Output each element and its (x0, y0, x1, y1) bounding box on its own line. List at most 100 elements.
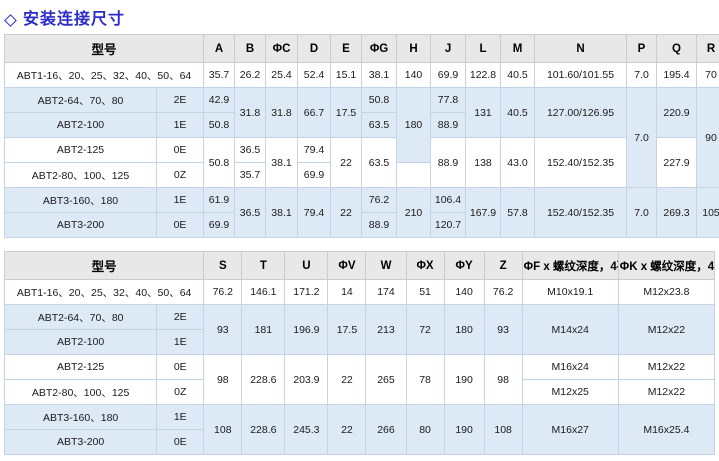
cell-phi-g: 76.2 (361, 187, 398, 213)
cell-phi-f-thread: M16x27 (521, 404, 619, 455)
cell-a: 42.9 (203, 87, 236, 113)
cell-phi-f-thread: M10x19.1 (521, 279, 619, 305)
cell-j: 77.8 (430, 87, 467, 113)
th-phi-f-thread: ΦF x 螺纹深度，4孔 (521, 251, 619, 280)
cell-phi-c: 31.8 (265, 87, 299, 138)
table-row: ABT2-64、70、80 2E 93 181 196.9 17.5 213 7… (3, 304, 716, 355)
cell-j: 106.4 (430, 187, 467, 213)
cell-n: 152.40/152.35 (534, 187, 628, 238)
table-row: ABT2-125 0E 50.8 36.5 38.1 79.4 22 63.5 … (4, 137, 719, 188)
page-title: 安装连接尺寸 (23, 11, 126, 28)
cell-m: 40.5 (500, 62, 536, 88)
diamond-icon (4, 13, 17, 27)
cell-model: ABT2-80、100、125 (4, 162, 157, 188)
th-q: Q (656, 34, 698, 63)
th-j: J (430, 34, 467, 63)
th-phi-y: ΦY (443, 251, 485, 280)
cell-code: 0Z (155, 162, 205, 188)
th-p: P (626, 34, 658, 63)
cell-phi-g: 63.5 (361, 137, 398, 188)
cell-phi-x: 78 (405, 354, 445, 405)
cell-model: ABT2-125 (3, 354, 158, 380)
cell-s: 76.2 (203, 279, 243, 305)
cell-l: 122.8 (465, 62, 502, 88)
cell-w: 266 (365, 404, 407, 455)
cell-code: 1E (156, 329, 205, 355)
cell-b: 36.5 (234, 187, 267, 238)
cell-phi-g: 38.1 (361, 62, 398, 88)
cell-m: 43.0 (500, 137, 536, 188)
table-row: ABT1-16、20、25、32、40、50、64 76.2 146.1 171… (3, 279, 716, 305)
table-row: ABT3-200 0E (3, 429, 715, 455)
cell-code: 0E (156, 354, 205, 380)
cell-p: 7.0 (626, 187, 658, 238)
cell-phi-g: 50.8 (361, 87, 398, 113)
cell-r: 90 (696, 87, 719, 188)
table-row: ABT3-160、180 1E 108 228.6 245.3 22 266 8… (3, 404, 716, 455)
th-phi-k-thread: ΦK x 螺纹深度，4孔 (617, 251, 716, 280)
table-gap (0, 238, 719, 251)
cell-code: 0E (155, 212, 205, 238)
cell-model: ABT1-16、20、25、32、40、50、64 (3, 62, 205, 88)
cell-phi-f-thread: M12x25 (521, 379, 619, 405)
cell-u: 196.9 (284, 304, 329, 355)
cell-a: 50.8 (203, 137, 236, 188)
cell-e: 15.1 (330, 62, 363, 88)
cell-code: 2E (155, 87, 205, 113)
cell-phi-x: 51 (405, 279, 445, 305)
cell-e: 17.5 (330, 87, 363, 138)
cell-h: 210 (396, 187, 432, 238)
cell-z: 93 (483, 304, 523, 355)
cell-h: 140 (396, 62, 432, 88)
cell-d: 52.4 (297, 62, 332, 88)
cell-phi-y: 180 (443, 304, 485, 355)
cell-phi-k-thread: M12x22 (617, 354, 716, 380)
cell-s: 93 (203, 304, 243, 355)
cell-q: 220.9 (656, 87, 698, 138)
table2-header-row: 型号 S T U ΦV W ΦX ΦY Z ΦF x 螺纹深度，4孔 ΦK x … (3, 251, 716, 280)
th-e: E (330, 34, 363, 63)
cell-phi-k-thread: M12x22 (617, 304, 716, 355)
cell-model: ABT3-160、180 (3, 404, 158, 430)
cell-e: 22 (330, 137, 363, 188)
cell-code: 1E (156, 404, 205, 430)
cell-a: 35.7 (203, 62, 236, 88)
th-n: N (534, 34, 628, 63)
cell-d: 79.4 (297, 137, 332, 163)
cell-p: 7.0 (626, 62, 658, 88)
cell-model: ABT1-16、20、25、32、40、50、64 (3, 279, 205, 305)
cell-phi-x: 72 (405, 304, 445, 355)
cell-model: ABT3-200 (4, 212, 157, 238)
cell-n: 101.60/101.55 (534, 62, 628, 88)
cell-phi-k-thread: M12x22 (617, 379, 716, 405)
cell-t: 228.6 (241, 404, 286, 455)
cell-q: 227.9 (656, 137, 698, 188)
th-model: 型号 (3, 34, 205, 63)
cell-u: 203.9 (284, 354, 329, 405)
cell-j: 88.9 (430, 112, 467, 138)
th-t: T (241, 251, 286, 280)
cell-q: 269.3 (656, 187, 698, 238)
cell-model: ABT2-64、70、80 (3, 304, 158, 330)
cell-a: 50.8 (203, 112, 236, 138)
section-title: 安装连接尺寸 (0, 0, 719, 34)
cell-phi-c: 38.1 (265, 137, 299, 188)
cell-model: ABT2-100 (4, 112, 157, 138)
cell-l: 131 (465, 87, 502, 138)
th-phi-x: ΦX (405, 251, 445, 280)
cell-z: 76.2 (483, 279, 523, 305)
th-a: A (203, 34, 236, 63)
cell-j: 69.9 (430, 62, 467, 88)
cell-s: 98 (203, 354, 243, 405)
cell-l: 138 (465, 137, 502, 188)
cell-t: 228.6 (241, 354, 286, 405)
th-h: H (396, 34, 432, 63)
cell-model: ABT3-200 (3, 429, 158, 455)
cell-code: 2E (156, 304, 205, 330)
th-m: M (500, 34, 536, 63)
cell-u: 171.2 (284, 279, 329, 305)
table-row: ABT1-16、20、25、32、40、50、64 35.7 26.2 25.4… (3, 62, 719, 88)
th-l: L (465, 34, 502, 63)
cell-phi-v: 17.5 (327, 304, 367, 355)
